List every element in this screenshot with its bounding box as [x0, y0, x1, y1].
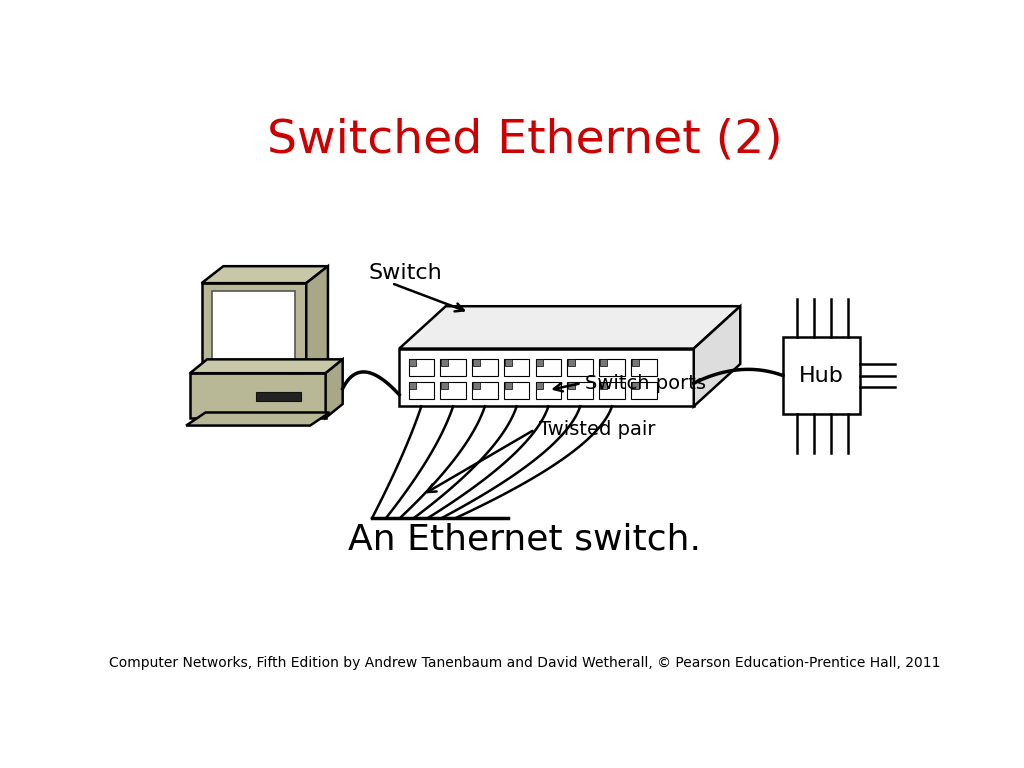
- FancyBboxPatch shape: [473, 359, 480, 366]
- FancyBboxPatch shape: [536, 382, 561, 399]
- FancyBboxPatch shape: [504, 359, 529, 376]
- Polygon shape: [693, 306, 740, 406]
- FancyBboxPatch shape: [256, 392, 301, 401]
- FancyBboxPatch shape: [441, 359, 449, 366]
- FancyBboxPatch shape: [600, 382, 607, 389]
- Polygon shape: [326, 359, 343, 418]
- FancyBboxPatch shape: [440, 359, 466, 376]
- Text: Switch ports: Switch ports: [586, 374, 707, 392]
- FancyBboxPatch shape: [600, 359, 607, 366]
- FancyBboxPatch shape: [505, 382, 512, 389]
- Text: Twisted pair: Twisted pair: [539, 420, 655, 439]
- FancyBboxPatch shape: [473, 382, 480, 389]
- Text: Hub: Hub: [799, 366, 844, 386]
- FancyBboxPatch shape: [631, 359, 656, 376]
- FancyBboxPatch shape: [567, 359, 593, 376]
- FancyBboxPatch shape: [399, 349, 693, 406]
- Text: Computer Networks, Fifth Edition by Andrew Tanenbaum and David Wetherall, © Pear: Computer Networks, Fifth Edition by Andr…: [109, 656, 941, 670]
- FancyBboxPatch shape: [212, 291, 295, 365]
- FancyBboxPatch shape: [504, 382, 529, 399]
- FancyBboxPatch shape: [409, 359, 434, 376]
- FancyBboxPatch shape: [472, 382, 498, 399]
- FancyBboxPatch shape: [537, 382, 544, 389]
- Polygon shape: [399, 306, 740, 349]
- FancyBboxPatch shape: [505, 359, 512, 366]
- Polygon shape: [186, 412, 330, 425]
- Text: Switch: Switch: [369, 263, 442, 283]
- FancyBboxPatch shape: [568, 359, 575, 366]
- FancyBboxPatch shape: [568, 382, 575, 389]
- FancyBboxPatch shape: [441, 382, 449, 389]
- Polygon shape: [306, 266, 328, 376]
- FancyBboxPatch shape: [632, 359, 639, 366]
- FancyBboxPatch shape: [409, 382, 434, 399]
- FancyBboxPatch shape: [410, 382, 417, 389]
- FancyBboxPatch shape: [631, 382, 656, 399]
- FancyBboxPatch shape: [783, 337, 860, 414]
- FancyBboxPatch shape: [537, 359, 544, 366]
- Polygon shape: [190, 359, 343, 373]
- FancyBboxPatch shape: [440, 382, 466, 399]
- FancyBboxPatch shape: [536, 359, 561, 376]
- FancyBboxPatch shape: [190, 373, 326, 418]
- Text: Switched Ethernet (2): Switched Ethernet (2): [267, 118, 782, 163]
- FancyBboxPatch shape: [599, 382, 625, 399]
- FancyBboxPatch shape: [599, 359, 625, 376]
- Text: An Ethernet switch.: An Ethernet switch.: [348, 522, 701, 557]
- FancyBboxPatch shape: [567, 382, 593, 399]
- FancyBboxPatch shape: [202, 283, 306, 376]
- FancyBboxPatch shape: [632, 382, 639, 389]
- FancyBboxPatch shape: [410, 359, 417, 366]
- FancyBboxPatch shape: [472, 359, 498, 376]
- Polygon shape: [202, 266, 328, 283]
